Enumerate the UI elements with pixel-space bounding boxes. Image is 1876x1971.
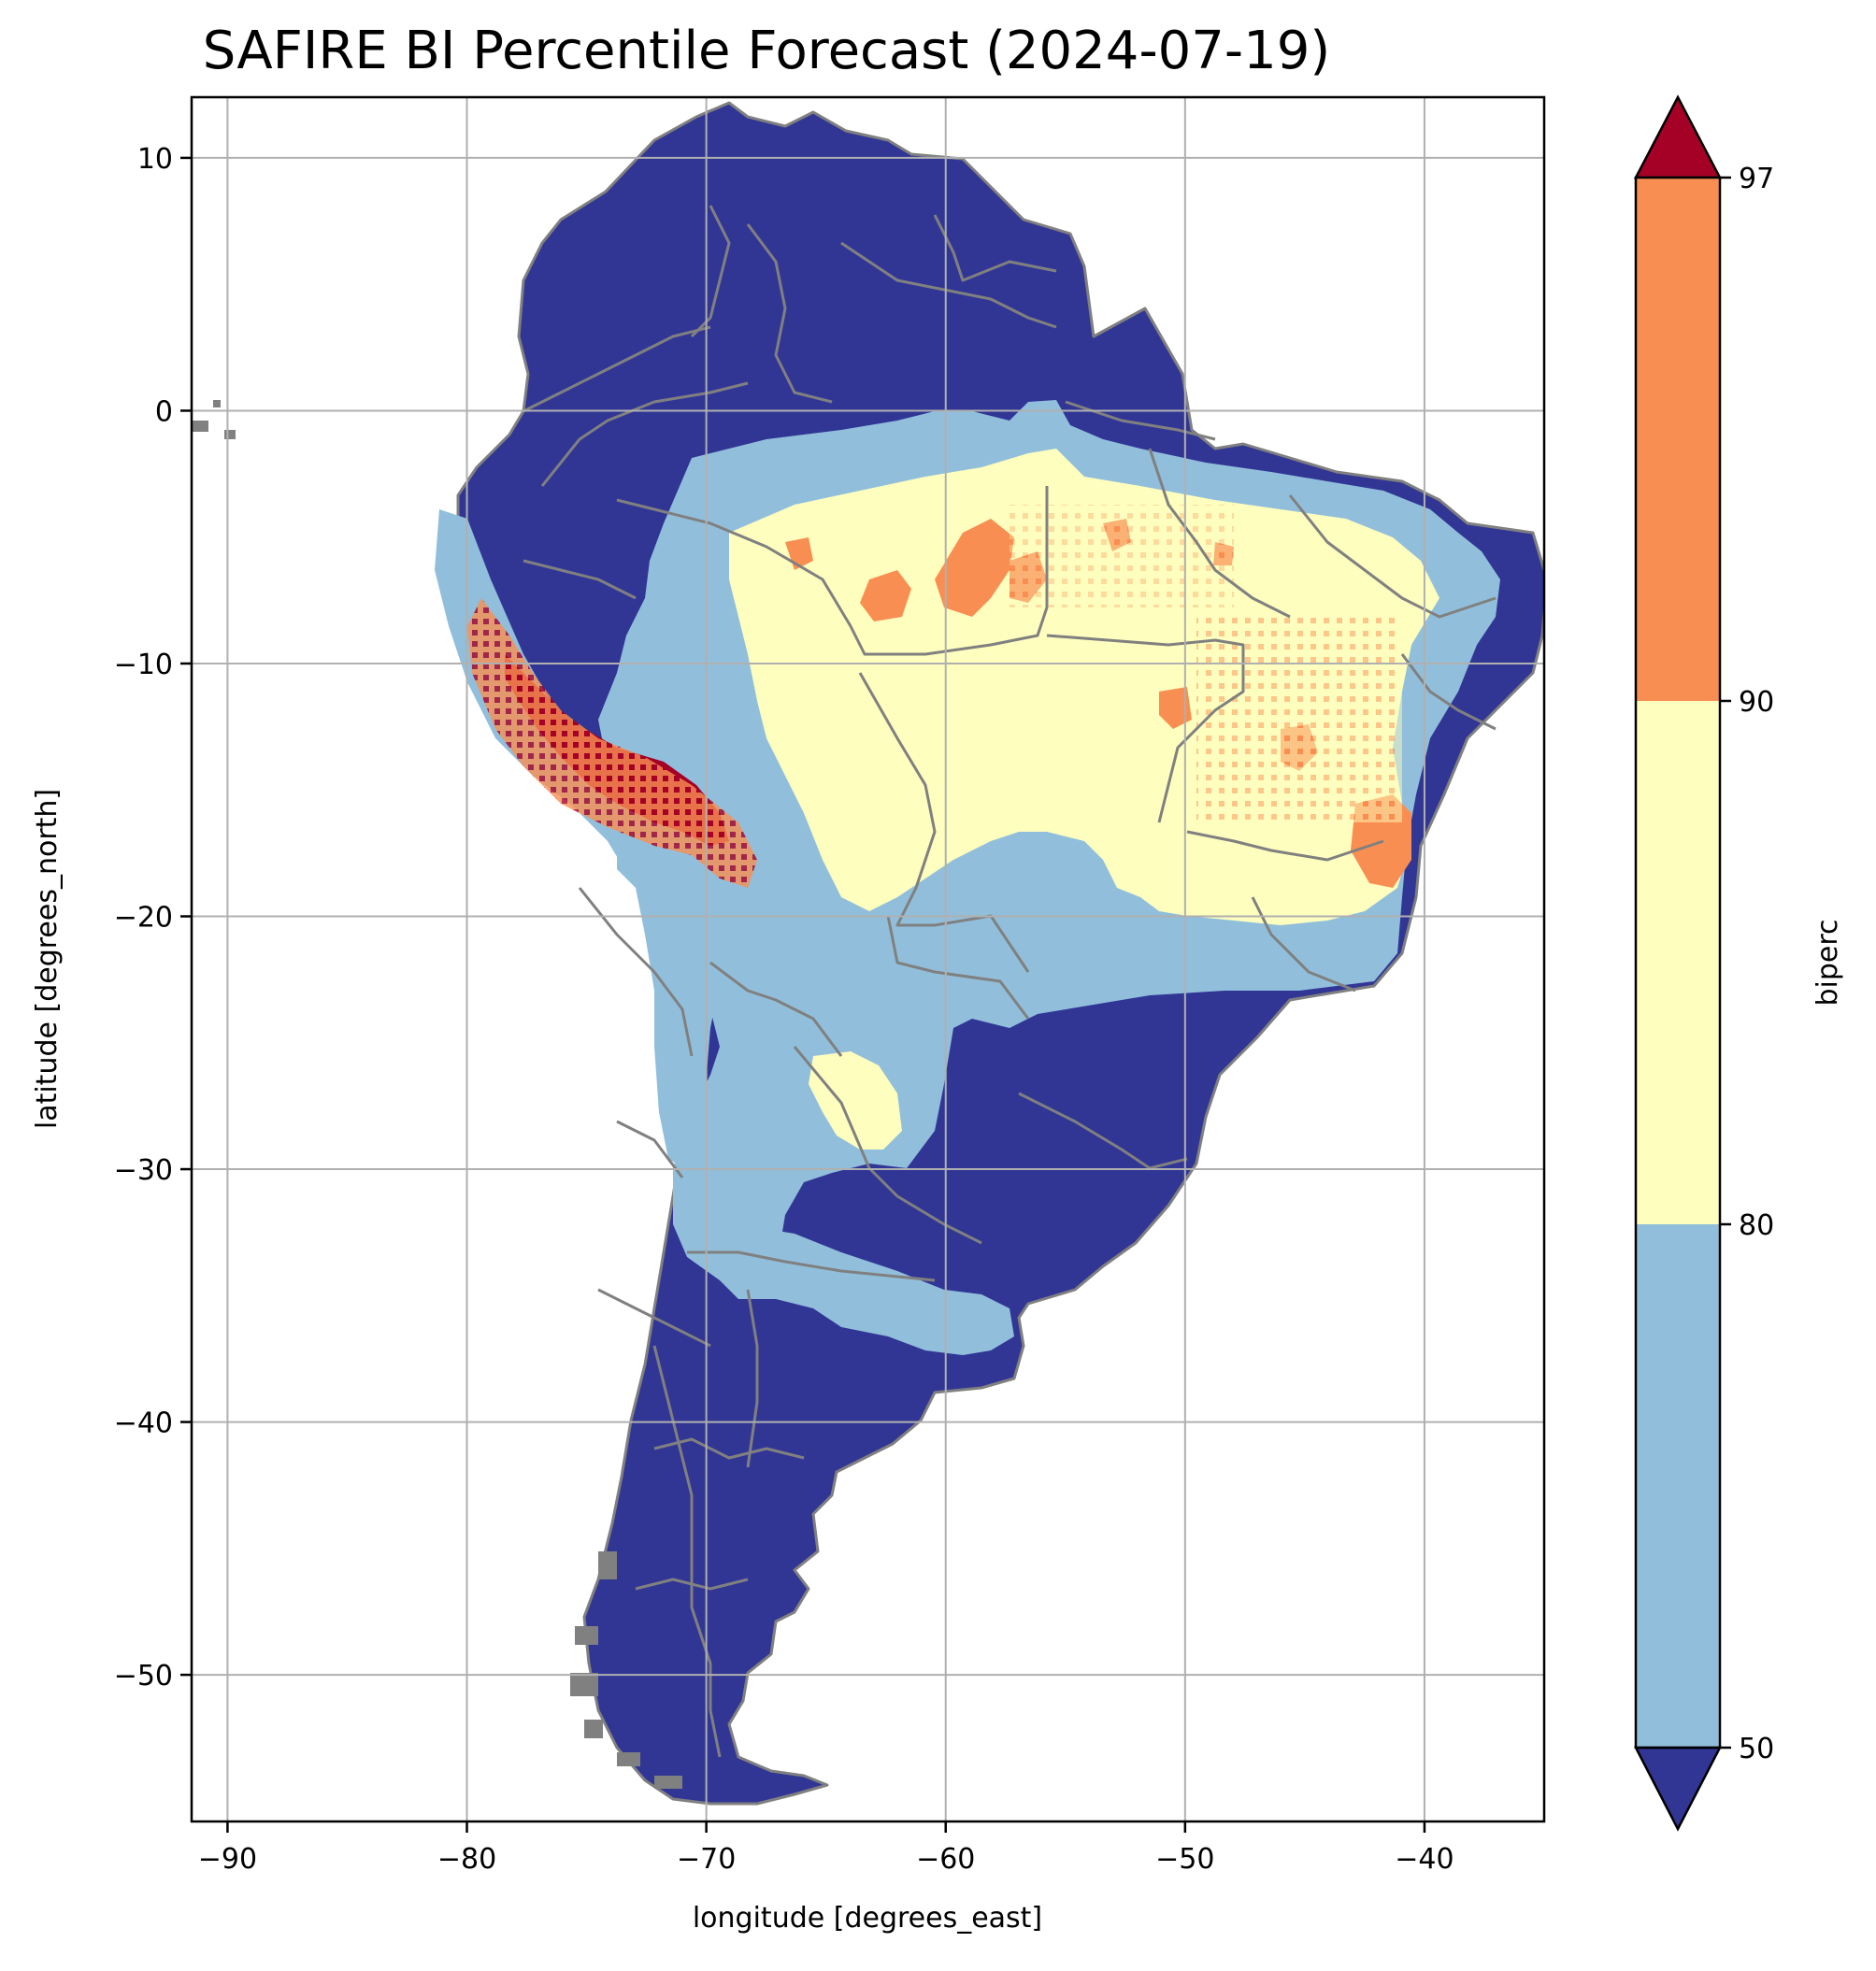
- colorbar-band-80-90: [1636, 701, 1720, 1224]
- y-tick-label: −30: [114, 1154, 173, 1187]
- x-tick-label: −60: [916, 1843, 975, 1876]
- map-area: [192, 101, 1544, 1806]
- galapagos-islands: [192, 400, 236, 439]
- colorbar: 97 90 80 50 biperc: [1633, 94, 1844, 1832]
- colorbar-tick-80: 80: [1739, 1209, 1774, 1242]
- plot-frame: [190, 95, 1546, 1823]
- y-axis: 10 0 −10 −20 −30 −40 −50: [114, 143, 192, 1692]
- chile-islands: [570, 1551, 682, 1789]
- colorbar-extend-over: [1633, 94, 1723, 179]
- colorbar-band-50-80: [1636, 1224, 1720, 1748]
- x-tick-label: −80: [437, 1843, 496, 1876]
- region-50-80-south: [729, 1224, 1014, 1355]
- colorbar-label: biperc: [1812, 919, 1844, 1006]
- colorbar-ticks: [1720, 176, 1731, 1750]
- colorbar-frame: [1634, 176, 1722, 1750]
- y-tick-label: 10: [137, 143, 173, 176]
- colorbar-band-90-97: [1636, 178, 1720, 701]
- gridlines: [192, 97, 1544, 1821]
- y-tick-label: −50: [114, 1660, 173, 1692]
- x-tick-label: −40: [1395, 1843, 1454, 1876]
- y-tick-label: −20: [114, 902, 173, 935]
- country-boundaries: [523, 205, 1497, 1758]
- x-axis-label: longitude [degrees_east]: [693, 1902, 1042, 1935]
- colorbar-tick-90: 90: [1739, 686, 1774, 719]
- x-tick-label: −50: [1155, 1843, 1214, 1876]
- colorbar-tick-97: 97: [1739, 163, 1774, 195]
- x-tick-label: −70: [677, 1843, 736, 1876]
- y-tick-label: −10: [114, 649, 173, 681]
- y-tick-label: 0: [155, 395, 173, 428]
- region-80-90-chaco: [809, 1051, 902, 1150]
- region-andes-mixed: [467, 598, 757, 888]
- colorbar-extend-under: [1633, 1746, 1723, 1832]
- colorbar-tick-50: 50: [1739, 1733, 1774, 1765]
- y-tick-label: −40: [114, 1407, 173, 1440]
- y-axis-label: latitude [degrees_north]: [31, 789, 64, 1129]
- x-axis: −90 −80 −70 −60 −50 −40: [198, 1821, 1454, 1876]
- x-tick-label: −90: [198, 1843, 257, 1876]
- chart-title: SAFIRE BI Percentile Forecast (2024-07-1…: [202, 21, 1331, 81]
